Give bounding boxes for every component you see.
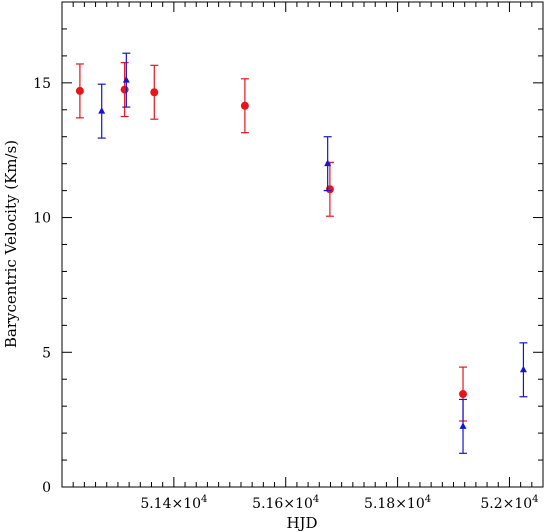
y-tick-label: 5 <box>42 345 51 361</box>
data-points <box>75 52 528 454</box>
circle-marker <box>459 390 468 399</box>
data-point <box>97 83 106 139</box>
circle-marker <box>240 101 249 110</box>
triangle-marker <box>122 76 130 83</box>
triangle-marker <box>519 365 527 373</box>
circle-marker <box>120 85 129 94</box>
axis-ticks: 5.14×104 5.16×104 5.18×104 5.2×104 0 5 10 15 <box>33 1 544 512</box>
data-point <box>240 78 249 134</box>
y-axis-label: Barycentric Velocity (Km/s) <box>2 140 20 348</box>
x-tick-label: 5.18×104 <box>364 494 431 512</box>
y-tick-label: 0 <box>42 480 51 496</box>
data-point <box>150 64 159 120</box>
data-point <box>75 63 84 119</box>
x-axis-label: HJD <box>286 514 317 532</box>
y-tick-label: 15 <box>33 76 51 92</box>
x-tick-label: 5.16×104 <box>252 494 319 512</box>
x-tick-label: 5.14×104 <box>140 494 207 512</box>
y-tick-label: 10 <box>33 211 51 227</box>
triangle-marker <box>324 159 332 167</box>
circle-marker <box>150 88 159 97</box>
plot-frame <box>61 1 544 488</box>
data-point <box>519 342 528 398</box>
x-tick-label: 5.2×104 <box>480 494 538 512</box>
circle-marker <box>75 86 84 95</box>
data-point <box>122 52 131 108</box>
triangle-marker <box>459 422 467 429</box>
data-point <box>120 62 129 118</box>
data-point <box>323 136 332 192</box>
triangle-marker <box>98 107 106 114</box>
data-point <box>459 398 468 454</box>
